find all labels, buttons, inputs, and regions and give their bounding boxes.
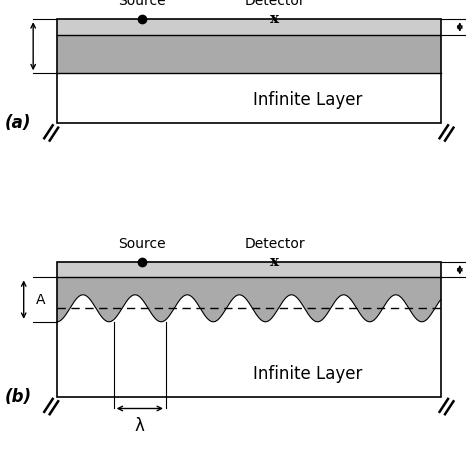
- Text: Source: Source: [118, 237, 166, 251]
- Bar: [57, 262, 441, 397]
- Text: Source: Source: [118, 0, 166, 9]
- Bar: [57, 19, 441, 123]
- Bar: [57, 262, 441, 397]
- Bar: [57, 19, 441, 123]
- Text: (b): (b): [5, 388, 32, 406]
- Text: Infinite Layer: Infinite Layer: [254, 91, 363, 109]
- Text: x: x: [270, 12, 280, 26]
- Bar: [57, 262, 441, 277]
- Bar: [57, 19, 441, 35]
- Text: Infinite Layer: Infinite Layer: [254, 365, 363, 383]
- Text: Detector: Detector: [245, 0, 305, 9]
- Text: λ: λ: [135, 417, 145, 435]
- Text: x: x: [270, 255, 280, 269]
- Polygon shape: [57, 277, 441, 322]
- Bar: [57, 35, 441, 73]
- Text: A: A: [36, 292, 45, 307]
- Text: Detector: Detector: [245, 237, 305, 251]
- Text: (a): (a): [5, 114, 31, 132]
